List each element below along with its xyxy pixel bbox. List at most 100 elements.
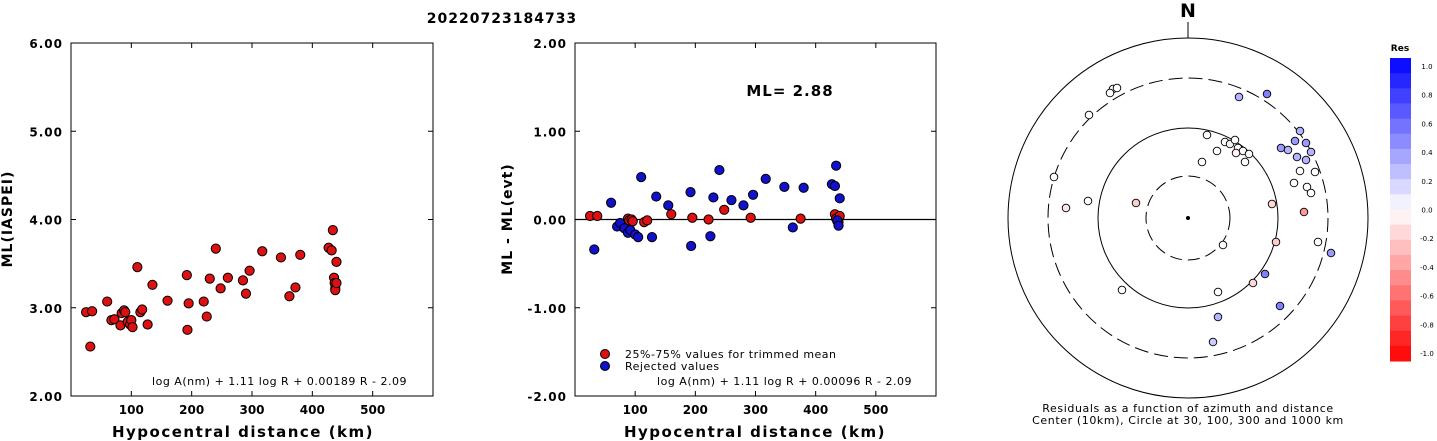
color-scale-cell bbox=[1390, 73, 1411, 89]
data-point bbox=[109, 314, 120, 325]
data-point bbox=[703, 214, 714, 225]
residual-point bbox=[1240, 157, 1250, 167]
color-scale-label: 0.8 bbox=[1421, 92, 1432, 100]
data-point bbox=[833, 220, 844, 231]
data-point bbox=[201, 311, 212, 322]
data-point bbox=[651, 191, 662, 202]
residual-point bbox=[1271, 237, 1281, 247]
residual-point bbox=[1295, 126, 1305, 136]
residual-point bbox=[1292, 152, 1302, 162]
legend-marker-trimmed bbox=[600, 349, 610, 359]
north-label: N bbox=[1180, 0, 1196, 22]
data-point bbox=[87, 306, 98, 317]
residual-point bbox=[1197, 157, 1207, 167]
color-scale-cell bbox=[1390, 285, 1411, 301]
color-scale-cell bbox=[1390, 270, 1411, 286]
residual-point bbox=[1061, 203, 1071, 213]
data-point bbox=[738, 200, 749, 211]
data-point bbox=[204, 273, 215, 284]
data-point bbox=[295, 249, 306, 260]
residual-point bbox=[1213, 287, 1223, 297]
y-tick-label: 2.00 bbox=[533, 37, 567, 51]
ml-annotation: ML= 2.88 bbox=[746, 82, 833, 100]
legend-label-rejected: Rejected values bbox=[625, 360, 720, 373]
color-scale-cell bbox=[1390, 254, 1411, 271]
color-scale-cell bbox=[1390, 118, 1411, 135]
data-point bbox=[240, 288, 252, 299]
data-point bbox=[745, 212, 756, 223]
color-scale-label: -1.0 bbox=[1420, 350, 1434, 358]
color-scale-cell bbox=[1390, 179, 1411, 195]
y-axis-label: ML - ML(evt) bbox=[500, 163, 516, 274]
color-scale-label: 0.6 bbox=[1421, 120, 1433, 128]
color-scale-cell bbox=[1390, 148, 1411, 165]
data-point bbox=[215, 283, 226, 294]
residual-point bbox=[1218, 240, 1228, 250]
color-scale-bar bbox=[1390, 58, 1411, 362]
color-scale-label: -0.2 bbox=[1420, 235, 1434, 243]
residual-point bbox=[1049, 172, 1059, 182]
data-points bbox=[80, 224, 342, 352]
data-point bbox=[646, 232, 658, 243]
residual-point bbox=[1248, 278, 1258, 288]
color-scale-label: 0.0 bbox=[1421, 207, 1432, 215]
x-tick-label: 100 bbox=[623, 403, 648, 417]
circle-30km bbox=[1145, 175, 1231, 261]
data-point bbox=[686, 240, 697, 252]
residual-points bbox=[1049, 83, 1336, 347]
data-point bbox=[327, 224, 338, 236]
center-dot bbox=[1186, 216, 1190, 220]
data-point bbox=[102, 296, 113, 307]
residual-point bbox=[1231, 148, 1241, 158]
residual-color-scale: Res 1.0 0.8 0.6 0.4 0.2 0.0 -0.2 -0.4 -0.6 -0.8 -1… bbox=[1390, 44, 1434, 362]
formula-label: log A(nm) + 1.11 log R + 0.00096 R - 2.0… bbox=[657, 375, 912, 388]
residual-point bbox=[1306, 188, 1316, 198]
data-point bbox=[222, 272, 233, 283]
color-scale-label: -0.4 bbox=[1420, 264, 1434, 272]
data-point bbox=[747, 189, 759, 200]
data-point bbox=[633, 232, 644, 243]
data-point bbox=[719, 204, 730, 215]
residual-point bbox=[1262, 89, 1272, 99]
residual-point bbox=[1212, 146, 1222, 156]
data-point bbox=[829, 180, 841, 192]
residual-point bbox=[1289, 178, 1299, 188]
legend-marker-rejected bbox=[600, 361, 610, 371]
residual-point bbox=[1302, 182, 1312, 192]
residual-point bbox=[1260, 269, 1270, 279]
residual-point bbox=[1283, 145, 1293, 155]
data-point bbox=[779, 181, 790, 192]
residual-point bbox=[1117, 285, 1127, 295]
residual-point bbox=[1234, 92, 1244, 102]
residual-point bbox=[1208, 337, 1218, 347]
color-scale-cell bbox=[1390, 194, 1411, 210]
residual-point bbox=[1326, 248, 1336, 258]
x-tick-label: 300 bbox=[239, 403, 264, 417]
x-tick-label: 500 bbox=[360, 403, 385, 417]
data-point bbox=[606, 197, 617, 208]
polar-residual-plot: N Residuals as a function of azimuth and… bbox=[1007, 0, 1369, 427]
color-scale-cell bbox=[1390, 88, 1411, 104]
data-point bbox=[831, 160, 842, 171]
plot-frame bbox=[70, 42, 434, 397]
y-tick-label: 5.00 bbox=[29, 125, 63, 139]
data-point bbox=[198, 296, 209, 307]
color-scale-label: -0.6 bbox=[1420, 293, 1434, 301]
x-tick-label: 400 bbox=[803, 403, 828, 417]
x-tick-label: 100 bbox=[119, 403, 144, 417]
residual-point bbox=[1084, 110, 1094, 120]
data-point bbox=[663, 200, 674, 211]
residual-point bbox=[1299, 207, 1309, 217]
y-axis-label: ML(IASPEI) bbox=[0, 171, 16, 268]
data-point bbox=[237, 275, 249, 286]
data-point bbox=[182, 324, 193, 335]
residual-point bbox=[1301, 138, 1311, 148]
data-point bbox=[244, 265, 255, 276]
data-point bbox=[726, 194, 737, 206]
outer-circle-1000km bbox=[1007, 37, 1369, 399]
residual-point bbox=[1275, 301, 1285, 311]
figure-title: 20220723184733 bbox=[427, 11, 577, 27]
data-point bbox=[183, 298, 194, 309]
caption-line-1: Residuals as a function of azimuth and d… bbox=[1042, 402, 1333, 415]
